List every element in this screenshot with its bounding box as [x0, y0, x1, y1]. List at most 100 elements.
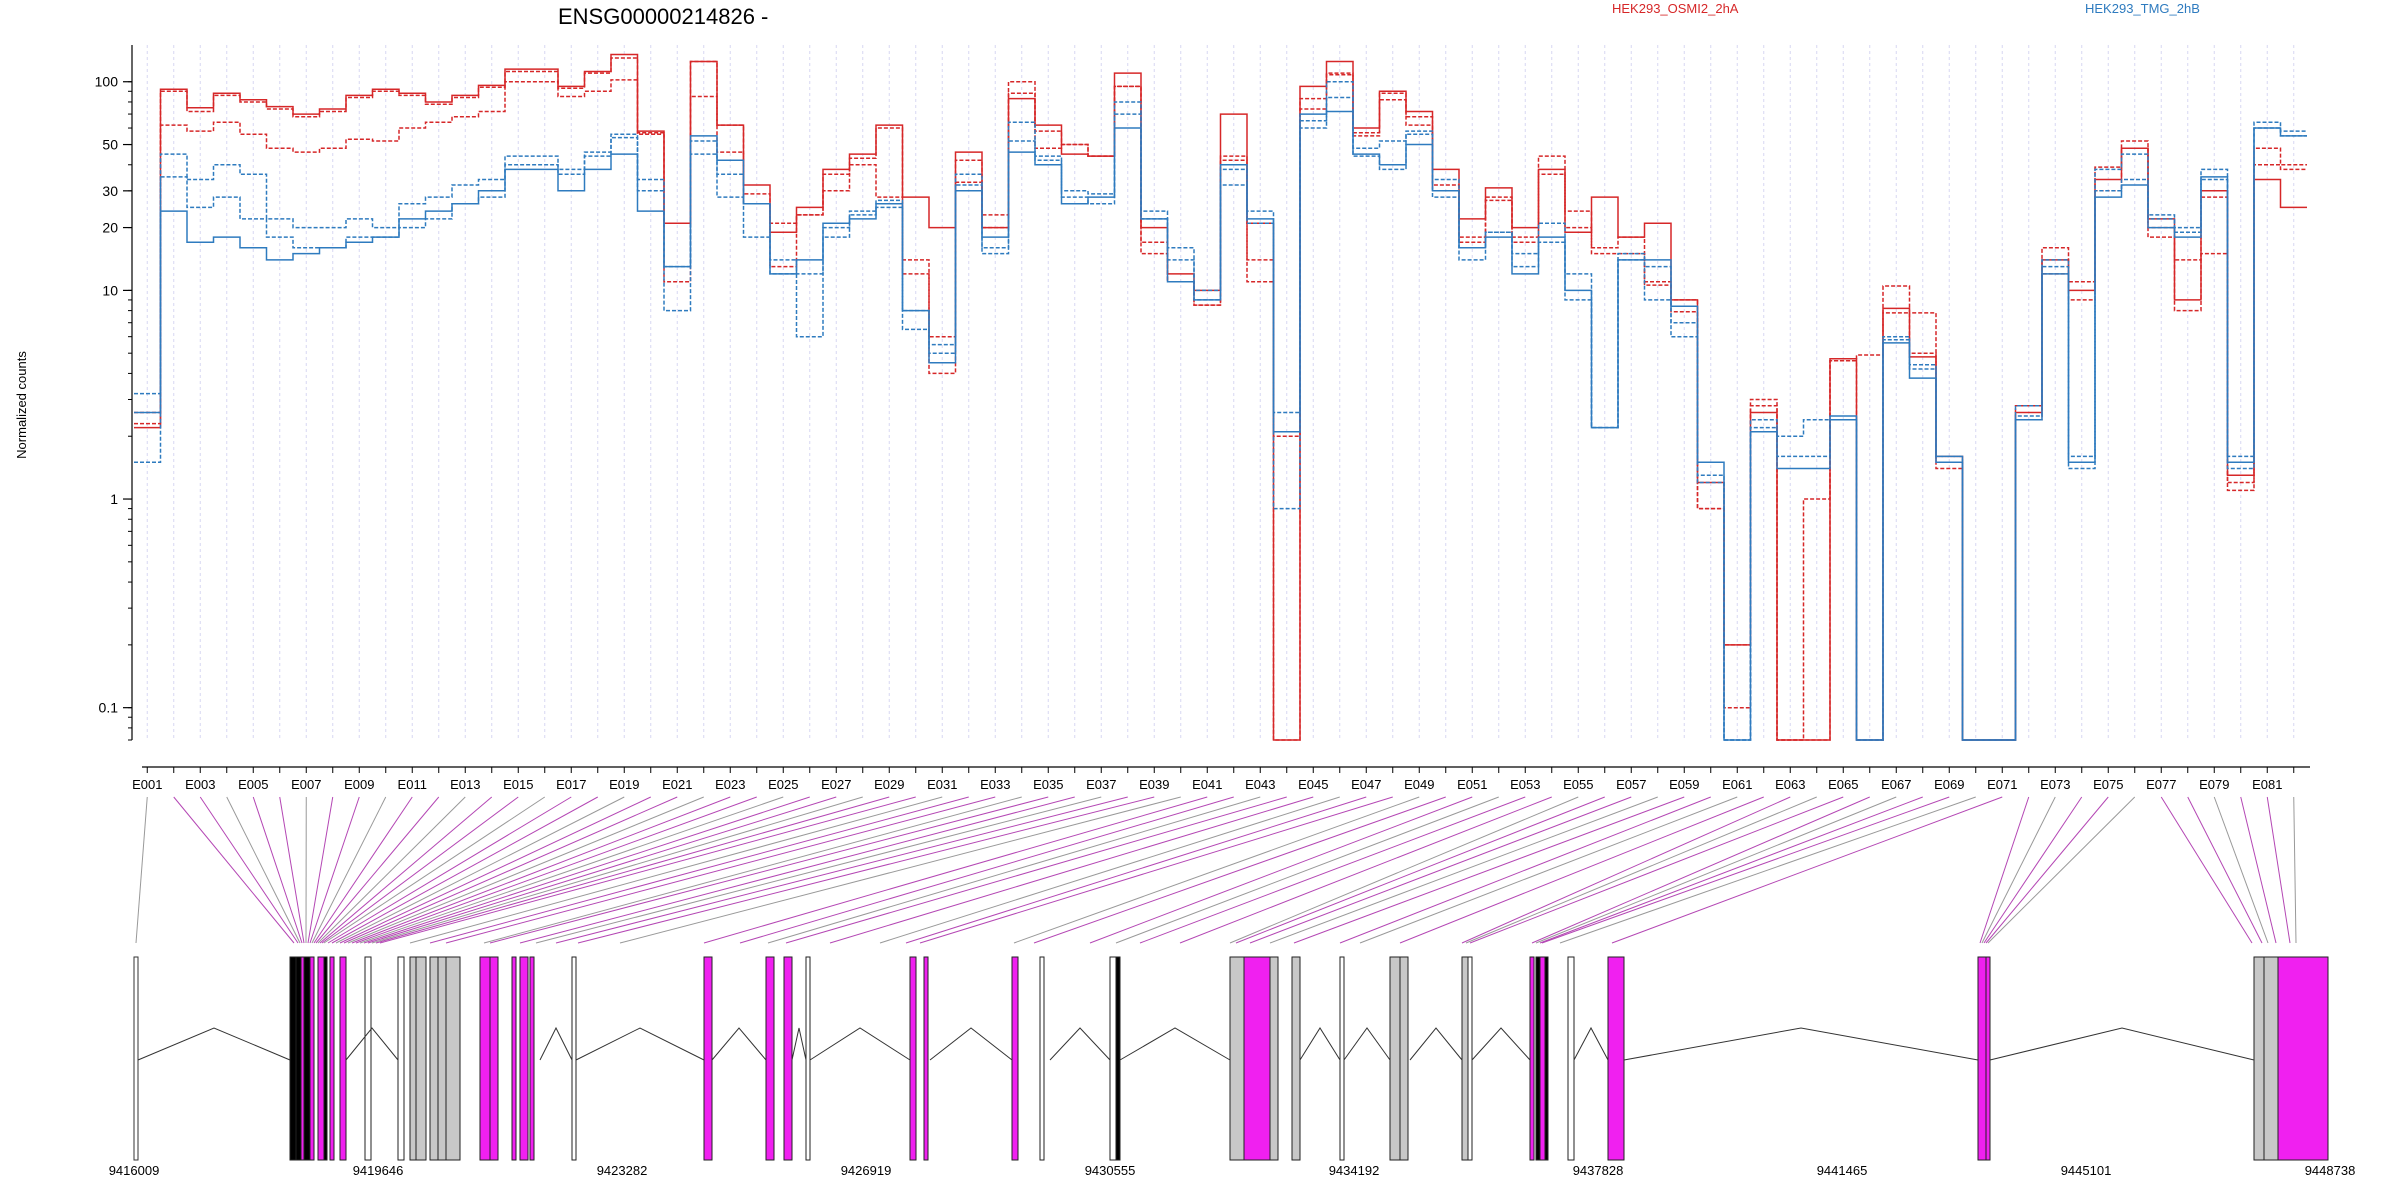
- series-line: [134, 80, 2307, 741]
- intron-line: [809, 1027, 911, 1061]
- genomic-coordinate-label: 9434192: [1329, 1163, 1380, 1178]
- exon-box: [489, 956, 499, 1161]
- exon-box: [445, 956, 461, 1161]
- y-axis-label: Normalized counts: [14, 351, 29, 459]
- exon-box: [511, 956, 517, 1161]
- connector-line: [135, 796, 148, 944]
- connector-line: [1531, 796, 1870, 944]
- connector-line: [739, 796, 1234, 944]
- intron-line: [539, 1026, 573, 1061]
- x-tick-label: E035: [1033, 777, 1063, 792]
- exon-box: [329, 956, 335, 1161]
- connector-line: [535, 796, 1102, 944]
- intron-line: [1343, 1027, 1391, 1061]
- genomic-coordinate-label: 9445101: [2061, 1163, 2112, 1178]
- connector-line: [1541, 796, 1950, 944]
- connector-line: [1013, 796, 1420, 944]
- connector-line: [919, 796, 1393, 944]
- x-tick-label: E081: [2252, 777, 2282, 792]
- x-tick-label: E077: [2146, 777, 2176, 792]
- exon-box: [1269, 956, 1279, 1161]
- x-tick-label: E017: [556, 777, 586, 792]
- x-tick-label: E053: [1510, 777, 1540, 792]
- connector-line: [1249, 796, 1632, 944]
- exon-box: [415, 956, 427, 1161]
- connector-line: [327, 796, 572, 944]
- x-tick-label: E039: [1139, 777, 1169, 792]
- y-tick-label: 30: [102, 183, 118, 199]
- exon-box: [1607, 956, 1625, 1161]
- y-tick-label: 20: [102, 220, 118, 236]
- y-tick-label: 0.1: [99, 700, 119, 716]
- exon-box: [133, 956, 139, 1161]
- intron-line: [791, 1027, 807, 1061]
- connector-line: [879, 796, 1340, 944]
- connector-line: [1139, 796, 1526, 944]
- x-tick-label: E011: [398, 777, 427, 792]
- x-tick-label: E059: [1669, 777, 1699, 792]
- intron-line: [1989, 1027, 2255, 1061]
- exon-box: [1985, 956, 1991, 1161]
- exon-box: [1243, 956, 1271, 1161]
- exon-box: [1389, 956, 1401, 1161]
- exon-box: [2277, 956, 2329, 1161]
- connector-line: [313, 796, 413, 944]
- connector-line: [1469, 796, 1844, 944]
- x-tick-label: E027: [821, 777, 851, 792]
- intron-line: [929, 1027, 1013, 1061]
- exon-box: [1529, 956, 1535, 1161]
- connector-line: [489, 796, 1049, 944]
- connector-line: [1179, 796, 1552, 944]
- connector-line: [367, 796, 837, 944]
- connector-line: [1611, 796, 2003, 944]
- connector-line: [315, 796, 440, 944]
- x-tick-label: E073: [2040, 777, 2070, 792]
- connector-line: [829, 796, 1314, 944]
- exon-box: [1977, 956, 1987, 1161]
- intron-line: [1119, 1027, 1231, 1061]
- x-tick-label: E045: [1298, 777, 1328, 792]
- x-tick-label: E057: [1616, 777, 1646, 792]
- connector-line: [905, 796, 1367, 944]
- intron-line: [1299, 1027, 1341, 1061]
- connector-line: [1293, 796, 1685, 944]
- connector-line: [307, 796, 334, 944]
- connector-line: [2293, 796, 2297, 944]
- connector-line: [343, 796, 678, 944]
- genomic-coordinate-label: 9441465: [1817, 1163, 1868, 1178]
- connector-line: [703, 796, 1208, 944]
- exon-box: [529, 956, 535, 1161]
- connector-line: [1115, 796, 1499, 944]
- connector-line: [577, 796, 1155, 944]
- exon-box: [317, 956, 325, 1161]
- connector-line: [1979, 796, 2030, 944]
- exon-box: [479, 956, 491, 1161]
- exon-box: [1291, 956, 1301, 1161]
- x-tick-label: E023: [715, 777, 745, 792]
- exon-box: [1039, 956, 1045, 1161]
- exon-box: [1399, 956, 1409, 1161]
- exon-box: [519, 956, 529, 1161]
- genomic-coordinate-label: 9448738: [2305, 1163, 2356, 1178]
- connector-line: [1559, 796, 1976, 944]
- exon-box: [1115, 956, 1121, 1161]
- exon-box: [289, 956, 297, 1161]
- x-tick-label: E049: [1404, 777, 1434, 792]
- exon-box: [364, 956, 372, 1161]
- exon-box: [909, 956, 917, 1161]
- intron-line: [1623, 1027, 1979, 1061]
- exon-box: [1535, 956, 1541, 1161]
- x-tick-label: E037: [1086, 777, 1116, 792]
- connector-line: [445, 796, 996, 944]
- x-tick-label: E025: [768, 777, 798, 792]
- connector-line: [226, 796, 301, 944]
- connector-line: [519, 796, 1075, 944]
- connector-line: [1339, 796, 1711, 944]
- x-tick-label: E071: [1987, 777, 2017, 792]
- exon-box: [1109, 956, 1117, 1161]
- x-tick-label: E055: [1563, 777, 1593, 792]
- exon-box: [923, 956, 929, 1161]
- legend-label-osmi2: HEK293_OSMI2_2hA: [1612, 1, 1739, 16]
- connector-line: [375, 796, 890, 944]
